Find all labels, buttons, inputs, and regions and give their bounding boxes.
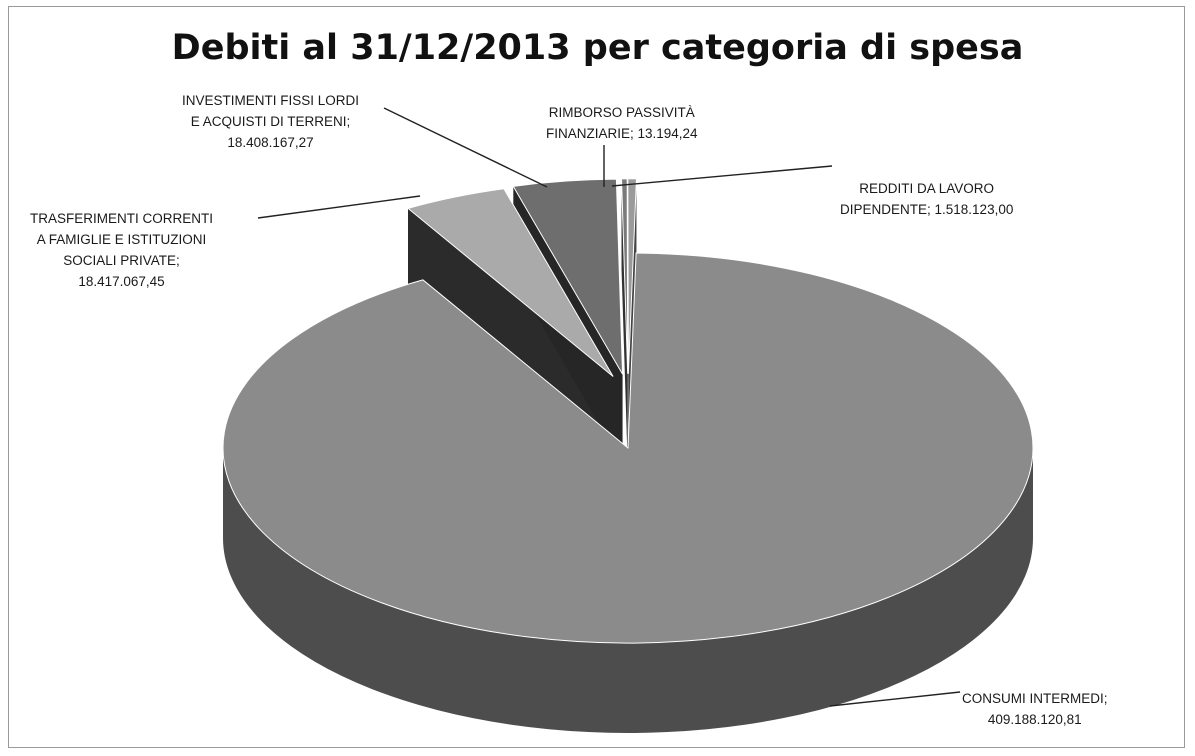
pie-slice-wall-3-0 <box>621 178 628 464</box>
pie-slice-2 <box>512 178 624 375</box>
label-investimenti: INVESTIMENTI FISSI LORDI E ACQUISTI DI T… <box>182 93 360 150</box>
leader-lines <box>257 107 961 707</box>
label-consumi: CONSUMI INTERMEDI; 409.188.120,81 <box>962 691 1108 727</box>
label-trasferimenti: TRASFERIMENTI CORRENTI A FAMIGLIE E ISTI… <box>30 211 214 289</box>
leader-line-3 <box>611 165 833 187</box>
pie-slice-3 <box>621 178 629 374</box>
chart-title: Debiti al 31/12/2013 per categoria di sp… <box>171 28 1024 68</box>
pie-slice-0 <box>222 252 1034 644</box>
pie-tops <box>222 178 1034 644</box>
label-redditi: REDDITI DA LAVORO DIPENDENTE; 1.518.123,… <box>840 181 1014 217</box>
pie-slice-1 <box>406 188 614 377</box>
pie-slice-4 <box>627 178 637 374</box>
leader-line-4 <box>829 691 961 707</box>
pie-slice-side-0 <box>223 448 1033 733</box>
label-rimborso: RIMBORSO PASSIVITÀ FINANZIARIE; 13.194,2… <box>546 105 698 141</box>
leader-line-0 <box>383 107 548 188</box>
leader-line-1 <box>257 195 421 219</box>
